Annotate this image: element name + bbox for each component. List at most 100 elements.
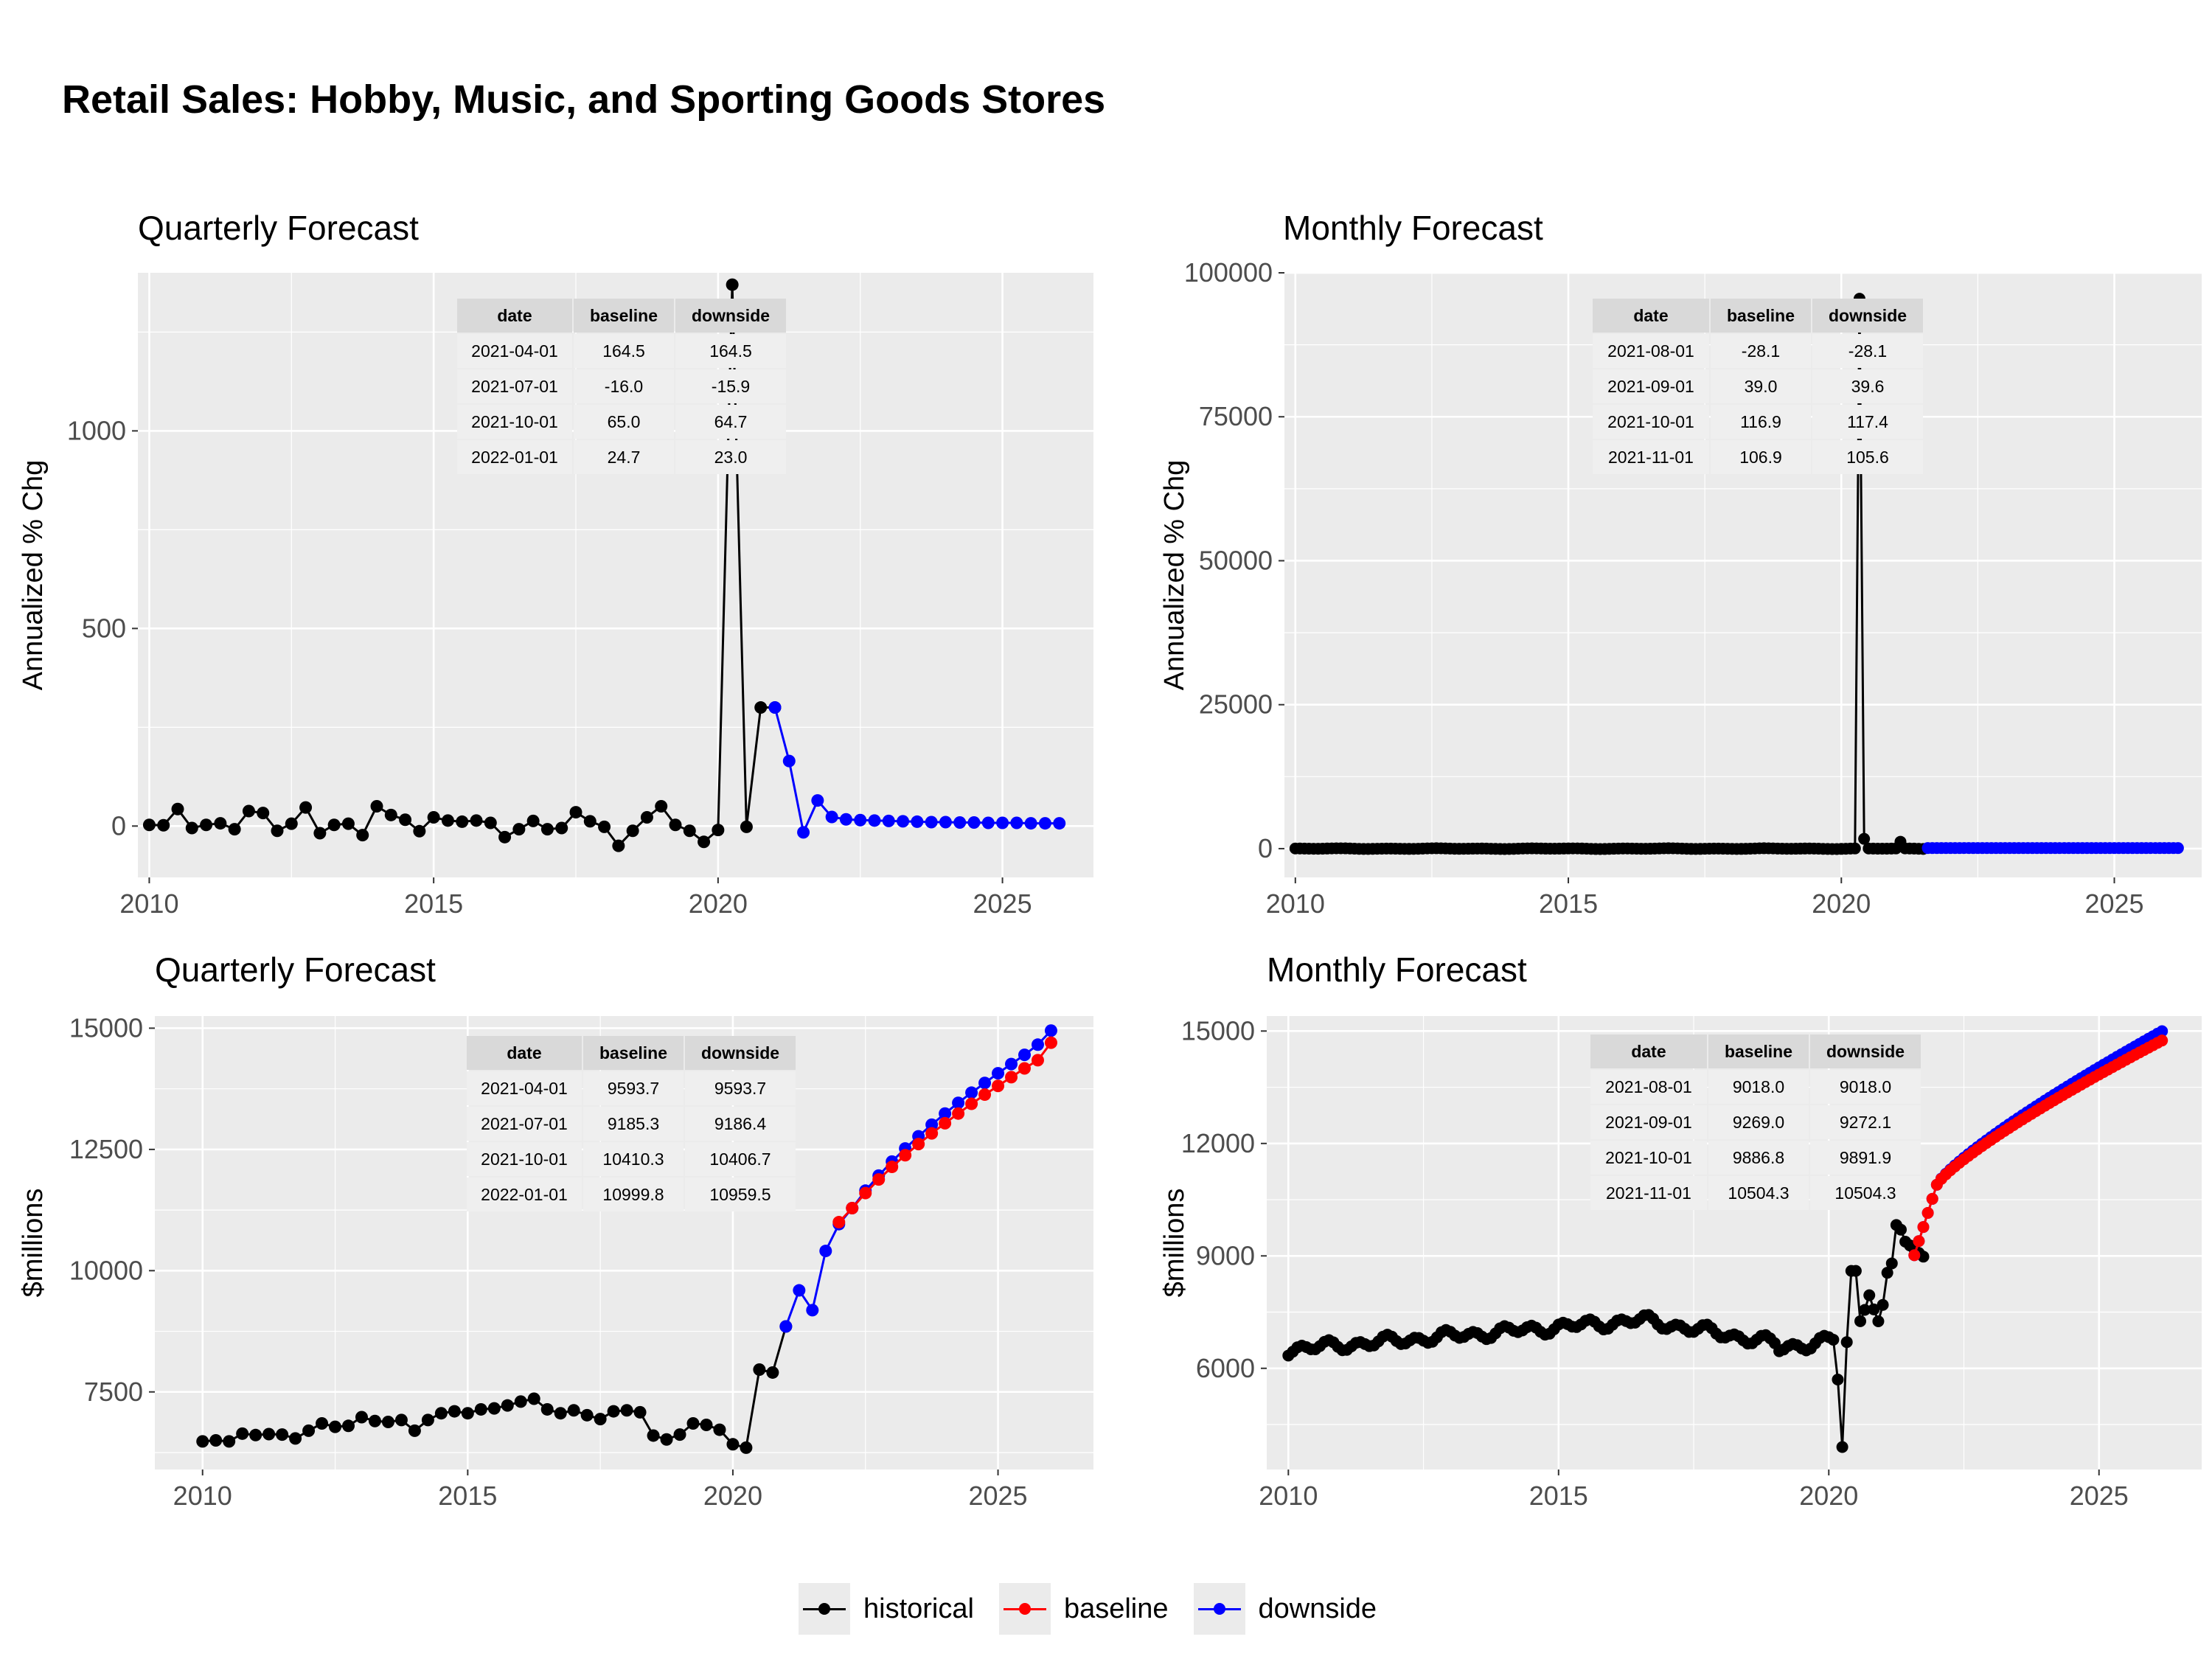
y-tick-label: 500: [82, 613, 126, 643]
data-point-baseline: [912, 1138, 925, 1151]
table-header-cell: [583, 1036, 684, 1070]
table-cell: [1812, 405, 1923, 439]
chart-main-title: Retail Sales: Hobby, Music, and Sporting…: [62, 77, 1106, 122]
table-cell-value: 9018.0: [1733, 1077, 1784, 1096]
table-cell-value: 10959.5: [709, 1185, 771, 1204]
data-point-historical: [285, 817, 298, 830]
data-point-historical: [368, 1414, 381, 1427]
table-cell: [685, 1142, 796, 1176]
data-point-historical: [421, 1413, 434, 1427]
data-point-historical: [408, 1424, 421, 1437]
y-tick-label: 12000: [1181, 1128, 1255, 1158]
data-point-baseline: [939, 1116, 952, 1130]
panel-title-quarterly-level: Quarterly Forecast: [155, 950, 436, 989]
y-tick-label: 25000: [1199, 689, 1273, 720]
table-cell-value: 9272.1: [1840, 1113, 1891, 1132]
y-tick-label: 9000: [1196, 1240, 1255, 1270]
forecast-table: date baseline downside 2021-04-01 164.5 164.5…: [457, 299, 786, 474]
table-cell-value: 10999.8: [602, 1185, 664, 1204]
table-cell-value: 9593.7: [608, 1079, 659, 1098]
data-point-baseline: [899, 1149, 912, 1162]
x-tick-label: 2020: [1799, 1481, 1858, 1511]
table-cell: [1708, 1141, 1809, 1175]
table-cell: [457, 369, 572, 403]
data-point-baseline: [1917, 1221, 1930, 1234]
data-point-downside: [1005, 1057, 1018, 1071]
table-header-label: baseline: [599, 1043, 667, 1062]
data-point-historical: [228, 823, 241, 836]
data-point-downside: [939, 815, 952, 829]
y-tick-label: 0: [111, 810, 126, 841]
table-cell-value: 9269.0: [1733, 1113, 1784, 1132]
data-point-downside: [1053, 817, 1066, 830]
data-point-historical: [1872, 1315, 1885, 1327]
x-tick-label: 2015: [1529, 1481, 1588, 1511]
data-point-baseline: [1913, 1235, 1925, 1248]
table-cell: [685, 1071, 796, 1105]
data-point-historical: [569, 806, 582, 819]
data-point-downside: [1024, 817, 1037, 830]
data-point-historical: [754, 701, 768, 714]
data-point-historical: [413, 824, 426, 838]
table-header-cell: [1711, 299, 1811, 333]
table-cell-value: 2021-11-01: [1606, 1183, 1691, 1203]
chart-legend: historical baseline downside: [799, 1582, 1402, 1636]
table-cell-value: 64.7: [714, 412, 748, 431]
table-cell: [675, 369, 786, 403]
data-point-historical: [370, 800, 383, 813]
data-point-historical: [1917, 1251, 1930, 1263]
table-cell: [467, 1107, 582, 1141]
data-point-downside: [953, 816, 967, 830]
table-header-label: downside: [1829, 306, 1907, 325]
table-cell: [457, 405, 572, 439]
data-point-baseline: [992, 1079, 1005, 1093]
table-cell: [1711, 334, 1811, 368]
table-cell-value: 164.5: [602, 341, 645, 361]
x-tick-label: 2020: [703, 1481, 762, 1511]
data-point-historical: [434, 1407, 448, 1420]
data-point-historical: [498, 830, 512, 844]
data-point-historical: [1848, 842, 1861, 855]
data-point-downside: [819, 1245, 832, 1258]
table-header-label: date: [1633, 306, 1668, 325]
table-cell-value: 23.0: [714, 448, 748, 467]
data-point-historical: [342, 1419, 355, 1433]
legend-item-downside: downside: [1193, 1583, 1377, 1635]
table-header-cell: [675, 299, 786, 333]
table-header-label: date: [497, 306, 532, 325]
x-tick-label: 2010: [1259, 1481, 1318, 1511]
series-historical: [196, 1320, 793, 1454]
data-point-baseline: [1926, 1192, 1938, 1205]
y-axis-label: Annualized % Chg: [18, 460, 49, 691]
panel-title-monthly-level: Monthly Forecast: [1267, 950, 1527, 989]
data-point-historical: [540, 1402, 554, 1416]
table-cell-value: 9018.0: [1840, 1077, 1891, 1096]
panel-q_lvl: 2010 2015 2020 2025 7500 10000 12500 15000 $mill…: [18, 1012, 1093, 1511]
panel-title-quarterly-pct: Quarterly Forecast: [138, 209, 419, 247]
data-point-historical: [1849, 1265, 1862, 1277]
data-point-historical: [660, 1433, 673, 1446]
data-point-historical: [341, 817, 355, 830]
table-cell: [583, 1142, 684, 1176]
data-point-historical: [356, 829, 369, 842]
data-point-baseline: [952, 1107, 965, 1120]
table-cell-value: 10504.3: [1728, 1183, 1789, 1203]
data-point-historical: [567, 1404, 580, 1417]
data-point-baseline: [1921, 1207, 1934, 1220]
data-point-historical: [302, 1424, 316, 1437]
table-cell-value: 116.9: [1740, 412, 1781, 431]
table-header-label: downside: [1826, 1042, 1905, 1061]
data-point-downside: [793, 1284, 806, 1297]
legend-label-historical: historical: [863, 1593, 974, 1624]
data-point-historical: [257, 807, 270, 820]
table-cell-value: 2021-08-01: [1607, 341, 1694, 361]
data-point-historical: [200, 818, 213, 832]
table-cell: [1812, 334, 1923, 368]
panel-m_lvl: 2010 2015 2020 2025 6000 9000 12000 15000 $milli…: [1159, 1015, 2202, 1511]
data-point-historical: [249, 1428, 262, 1441]
table-cell: [1593, 369, 1709, 403]
data-point-historical: [329, 1420, 342, 1433]
data-point-baseline: [1005, 1071, 1018, 1084]
data-point-historical: [501, 1399, 514, 1412]
data-point-historical: [555, 821, 568, 835]
